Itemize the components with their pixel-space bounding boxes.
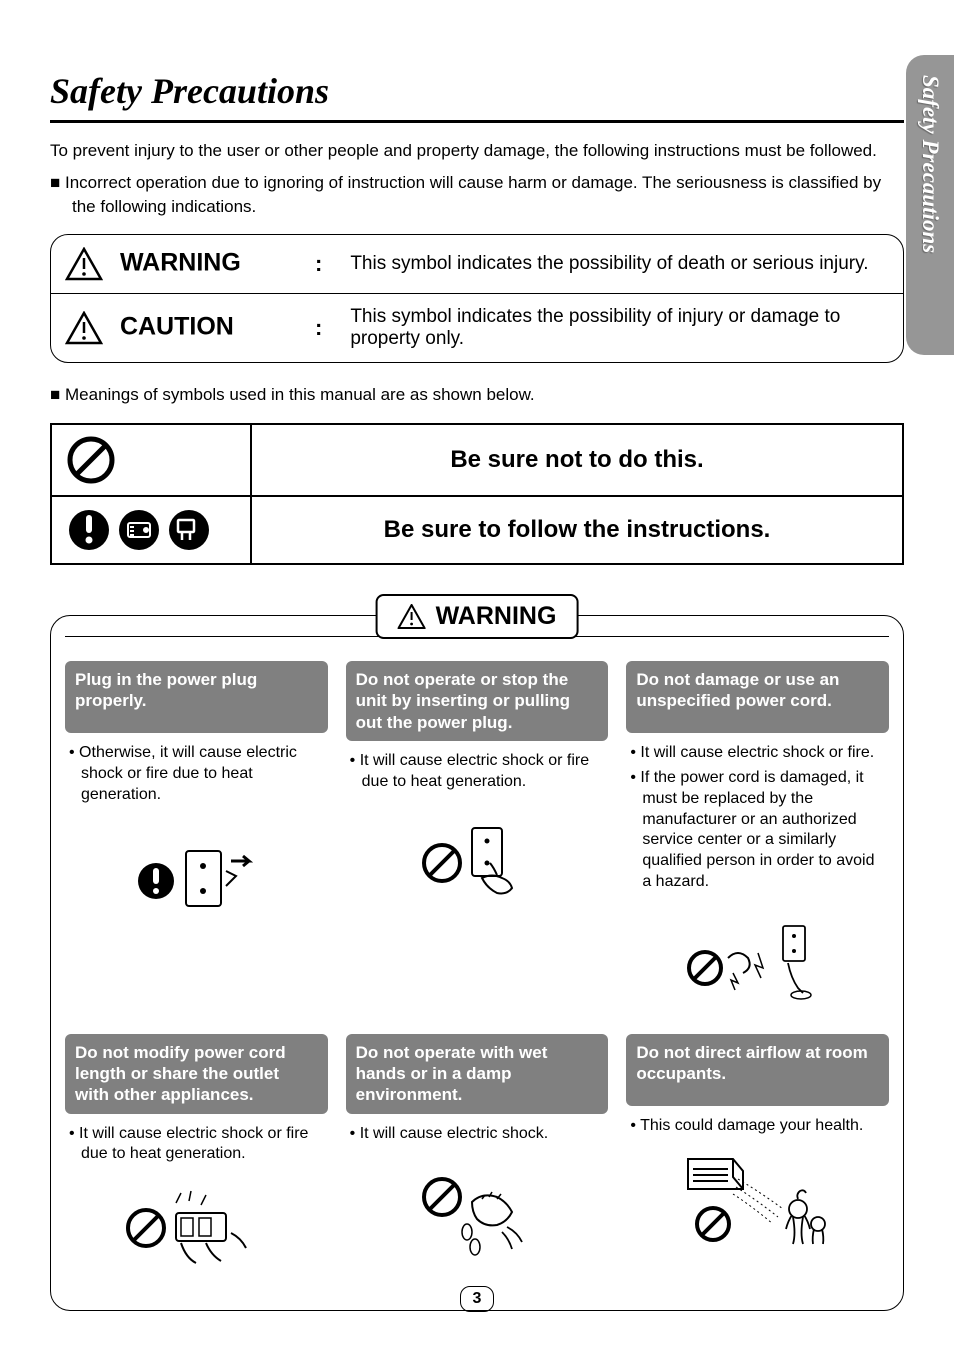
warning-card: Plug in the power plug properly. Otherwi… — [65, 661, 328, 1018]
warning-section-header: WARNING — [376, 594, 579, 639]
warning-triangle-icon — [398, 604, 426, 629]
caution-label: CAUTION — [120, 313, 234, 341]
card-bullet: It will cause electric shock or fire. — [630, 743, 885, 764]
colon: : — [301, 235, 336, 294]
symbol-row: Be sure to follow the instructions. — [51, 496, 903, 564]
page-content: Safety Precautions To prevent injury to … — [0, 0, 954, 1351]
caution-label-cell: CAUTION — [51, 294, 301, 362]
card-body: This could damage your health. — [626, 1116, 889, 1137]
card-body: It will cause electric shock or fire. If… — [626, 743, 889, 893]
colon: : — [301, 294, 336, 362]
symbol-row: Be sure not to do this. — [51, 424, 903, 496]
mandatory-text: Be sure to follow the instructions. — [251, 496, 903, 564]
card-bullet: If the power cord is damaged, it must be… — [630, 768, 885, 893]
page-number: 3 — [460, 1286, 494, 1312]
intro-text: To prevent injury to the user or other p… — [50, 139, 904, 163]
symbols-table: Be sure not to do this. Be sure to follo… — [50, 423, 904, 565]
warning-grid: Plug in the power plug properly. Otherwi… — [65, 661, 889, 1290]
card-bullet: It will cause electric shock or fire due… — [350, 751, 605, 793]
page-number-text: 3 — [473, 1290, 482, 1308]
card-title: Plug in the power plug properly. — [65, 661, 328, 733]
card-title: Do not operate with wet hands or in a da… — [346, 1034, 609, 1114]
card-body: It will cause electric shock or fire due… — [65, 1124, 328, 1166]
warning-card: Do not operate with wet hands or in a da… — [346, 1034, 609, 1290]
card-body: Otherwise, it will cause electric shock … — [65, 743, 328, 805]
definitions-table: WARNING : This symbol indicates the poss… — [50, 234, 904, 363]
warning-card: Do not damage or use an unspecified powe… — [626, 661, 889, 1018]
warning-card: Do not direct airflow at room occupants.… — [626, 1034, 889, 1290]
prohibit-text: Be sure not to do this. — [251, 424, 903, 496]
caution-triangle-icon — [65, 311, 103, 345]
mandatory-icons — [66, 507, 216, 553]
card-bullet: It will cause electric shock. — [350, 1124, 605, 1145]
prohibit-icon — [66, 435, 116, 485]
prohibit-symbol-cell — [51, 424, 251, 496]
card-title: Do not operate or stop the unit by inser… — [346, 661, 609, 741]
page-title: Safety Precautions — [50, 70, 904, 112]
caution-def-text: This symbol indicates the possibility of… — [336, 294, 903, 362]
card-bullet: Otherwise, it will cause electric shock … — [69, 743, 324, 805]
warning-def-text: This symbol indicates the possibility of… — [336, 235, 903, 294]
card-illustration — [346, 803, 609, 918]
card-illustration — [626, 1147, 889, 1262]
classification-text: Incorrect operation due to ignoring of i… — [50, 171, 904, 219]
warning-header-text: WARNING — [436, 602, 557, 631]
warning-label-cell: WARNING — [51, 235, 301, 294]
card-title: Do not modify power cord length or share… — [65, 1034, 328, 1114]
card-body: It will cause electric shock or fire due… — [346, 751, 609, 793]
warning-section: WARNING Plug in the power plug properly.… — [50, 615, 904, 1311]
card-title: Do not direct airflow at room occupants. — [626, 1034, 889, 1106]
card-bullet: It will cause electric shock or fire due… — [69, 1124, 324, 1166]
card-illustration — [626, 903, 889, 1018]
card-illustration — [65, 816, 328, 931]
mandatory-symbols-cell — [51, 496, 251, 564]
definition-row: CAUTION : This symbol indicates the poss… — [51, 294, 903, 362]
card-illustration — [346, 1154, 609, 1269]
warning-triangle-icon — [65, 247, 103, 281]
card-body: It will cause electric shock. — [346, 1124, 609, 1145]
card-bullet: This could damage your health. — [630, 1116, 885, 1137]
warning-label: WARNING — [120, 249, 241, 277]
warning-card: Do not operate or stop the unit by inser… — [346, 661, 609, 1018]
definition-row: WARNING : This symbol indicates the poss… — [51, 235, 903, 294]
title-rule — [50, 120, 904, 123]
symbols-intro: Meanings of symbols used in this manual … — [50, 383, 904, 407]
card-title: Do not damage or use an unspecified powe… — [626, 661, 889, 733]
warning-card: Do not modify power cord length or share… — [65, 1034, 328, 1290]
card-illustration — [65, 1175, 328, 1290]
